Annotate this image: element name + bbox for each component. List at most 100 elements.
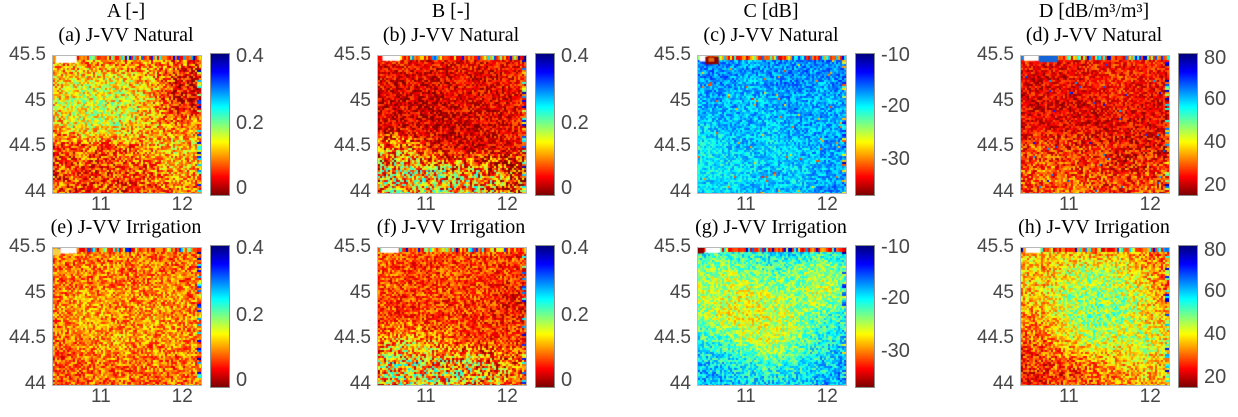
- colorbar: [210, 53, 230, 196]
- heatmap-image: [697, 247, 847, 386]
- y-axis-tick-label: 44.5: [654, 135, 691, 157]
- y-axis-tick-label: 44: [669, 373, 691, 394]
- colorbar-tick-label: -30: [881, 148, 910, 171]
- colorbar-tick-label: 0: [236, 369, 248, 392]
- colorbar-tick-label: 80: [1204, 238, 1227, 261]
- y-axis-tick-label: 45.5: [334, 236, 371, 257]
- y-axis-tick-label: 45.5: [977, 236, 1014, 257]
- colorbar: [855, 53, 875, 196]
- x-axis-tick-label: 12: [171, 194, 193, 215]
- heatmap-image: [1020, 247, 1170, 386]
- colorbar-tick-label: 0: [561, 177, 573, 200]
- y-axis-tick-label: 44.5: [9, 135, 46, 157]
- y-axis-tick-label: 45: [24, 281, 46, 303]
- y-axis-tick-label: 45: [669, 281, 691, 303]
- column-title: C [dB]: [743, 0, 799, 22]
- colorbar-tick-label: 0: [561, 369, 573, 392]
- panel-subtitle: (d) J-VV Natural: [1025, 24, 1163, 46]
- y-axis-tick-label: 44.5: [334, 327, 371, 349]
- y-axis-tick-label: 45.5: [654, 236, 691, 257]
- panel-subtitle: (a) J-VV Natural: [58, 24, 194, 46]
- column-title: A [-]: [106, 0, 146, 22]
- colorbar-tick-label: 80: [1204, 46, 1227, 69]
- x-axis-tick-label: 12: [496, 194, 518, 215]
- panel-subtitle: (h) J-VV Irrigation: [1018, 216, 1170, 238]
- y-axis-tick-label: 44.5: [977, 135, 1014, 157]
- colorbar-tick-label: 60: [1204, 87, 1227, 110]
- y-axis-tick-label: 45.5: [334, 44, 371, 65]
- y-axis-tick-label: 45: [669, 89, 691, 111]
- heatmap-image: [377, 55, 527, 194]
- x-axis-tick-label: 12: [496, 386, 518, 407]
- y-axis-tick-label: 45: [992, 89, 1014, 111]
- y-axis-tick-label: 45.5: [977, 44, 1014, 65]
- colorbar: [1178, 53, 1198, 196]
- colorbar: [210, 245, 230, 388]
- y-axis-tick-label: 44: [992, 181, 1014, 202]
- x-axis-tick-label: 12: [816, 386, 838, 407]
- y-axis-tick-label: 44.5: [977, 327, 1014, 349]
- y-axis-tick-label: 45.5: [9, 236, 46, 257]
- y-axis-tick-label: 45: [992, 281, 1014, 303]
- y-axis-tick-label: 44: [992, 373, 1014, 394]
- x-axis-tick-label: 12: [171, 386, 193, 407]
- colorbar: [535, 53, 555, 196]
- colorbar-tick-label: 40: [1204, 131, 1227, 154]
- colorbar-tick-label: -20: [881, 94, 910, 117]
- x-axis-tick-label: 11: [90, 194, 111, 215]
- y-axis-tick-label: 44: [669, 181, 691, 202]
- colorbar-tick-label: 0.4: [561, 237, 589, 260]
- y-axis-tick-label: 44.5: [334, 135, 371, 157]
- x-axis-tick-label: 11: [415, 194, 436, 215]
- column-title: D [dB/m³/m³]: [1038, 0, 1150, 22]
- x-axis-tick-label: 12: [1139, 386, 1161, 407]
- colorbar-tick-label: -20: [881, 286, 910, 309]
- heatmap-image: [1020, 55, 1170, 194]
- colorbar: [855, 245, 875, 388]
- panel-subtitle: (g) J-VV Irrigation: [695, 216, 847, 238]
- x-axis-tick-label: 12: [816, 194, 838, 215]
- y-axis-tick-label: 44.5: [654, 327, 691, 349]
- colorbar: [1178, 245, 1198, 388]
- colorbar-tick-label: -30: [881, 340, 910, 363]
- x-axis-tick-label: 11: [735, 386, 756, 407]
- panel-subtitle: (f) J-VV Irrigation: [376, 216, 526, 238]
- y-axis-tick-label: 45: [349, 89, 371, 111]
- x-axis-tick-label: 11: [1058, 194, 1079, 215]
- y-axis-tick-label: 45.5: [9, 44, 46, 65]
- colorbar-tick-label: 60: [1204, 279, 1227, 302]
- colorbar-tick-label: -10: [881, 235, 910, 258]
- x-axis-tick-label: 11: [90, 386, 111, 407]
- y-axis-tick-label: 45: [349, 281, 371, 303]
- colorbar-tick-label: 0.2: [561, 303, 589, 326]
- y-axis-tick-label: 44.5: [9, 327, 46, 349]
- heatmap-image: [697, 55, 847, 194]
- panel-subtitle: (c) J-VV Natural: [703, 24, 839, 46]
- colorbar-tick-label: 40: [1204, 323, 1227, 346]
- y-axis-tick-label: 44: [349, 181, 371, 202]
- panel-subtitle: (e) J-VV Irrigation: [50, 216, 202, 238]
- x-axis-tick-label: 11: [1058, 386, 1079, 407]
- colorbar-tick-label: 0.2: [561, 111, 589, 134]
- colorbar-tick-label: 0.4: [236, 45, 264, 68]
- y-axis-tick-label: 44: [24, 373, 46, 394]
- x-axis-tick-label: 11: [735, 194, 756, 215]
- panel-subtitle: (b) J-VV Natural: [382, 24, 520, 46]
- colorbar-tick-label: 20: [1204, 365, 1227, 388]
- x-axis-tick-label: 12: [1139, 194, 1161, 215]
- colorbar-tick-label: 0.4: [236, 237, 264, 260]
- y-axis-tick-label: 45: [24, 89, 46, 111]
- y-axis-tick-label: 44: [24, 181, 46, 202]
- colorbar-tick-label: 0: [236, 177, 248, 200]
- colorbar: [535, 245, 555, 388]
- column-title: B [-]: [431, 0, 471, 22]
- heatmap-image: [52, 247, 202, 386]
- y-axis-tick-label: 44: [349, 373, 371, 394]
- colorbar-tick-label: 0.2: [236, 111, 264, 134]
- colorbar-tick-label: -10: [881, 43, 910, 66]
- colorbar-tick-label: 20: [1204, 173, 1227, 196]
- heatmap-image: [52, 55, 202, 194]
- heatmap-image: [377, 247, 527, 386]
- x-axis-tick-label: 11: [415, 386, 436, 407]
